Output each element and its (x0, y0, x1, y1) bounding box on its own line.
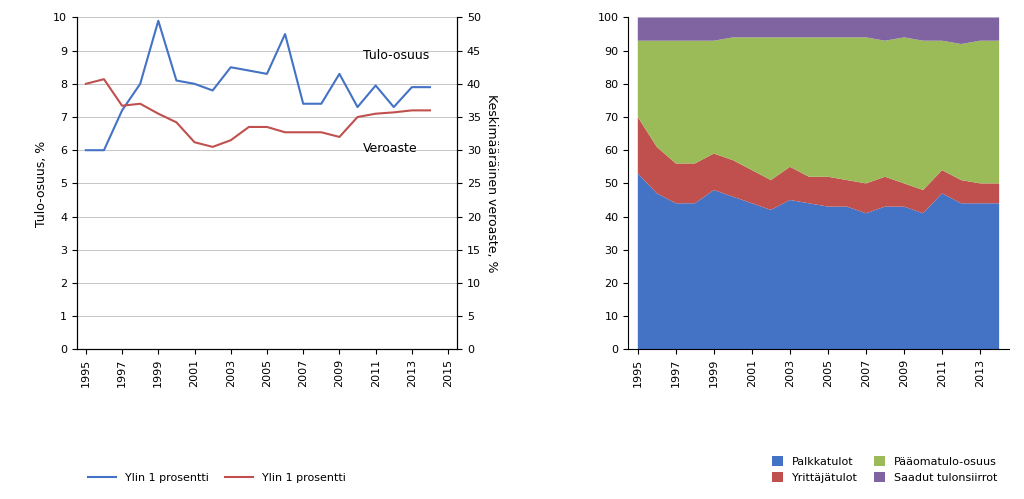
Text: Tulo-osuus: Tulo-osuus (362, 49, 429, 62)
Text: Veroaste: Veroaste (362, 142, 418, 155)
Y-axis label: Keskimääräinen veroaste, %: Keskimääräinen veroaste, % (484, 94, 498, 272)
Legend: Palkkatulot, Yrittäjätulot, Pääomatulo-osuus, Saadut tulonsiirrot: Palkkatulot, Yrittäjätulot, Pääomatulo-o… (766, 451, 1004, 489)
Legend: Ylin 1 prosentti, Ylin 1 prosentti: Ylin 1 prosentti, Ylin 1 prosentti (82, 468, 351, 489)
Y-axis label: Tulo-osuus, %: Tulo-osuus, % (35, 140, 47, 227)
